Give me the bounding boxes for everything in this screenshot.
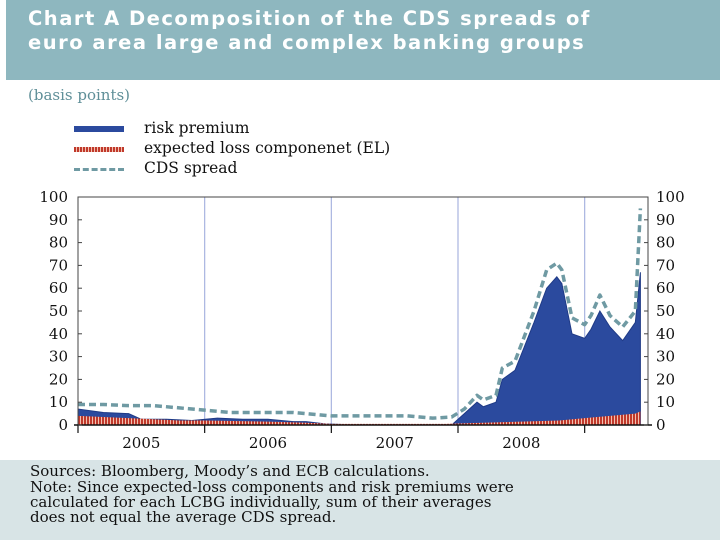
y-tick-label-right: 50 xyxy=(656,302,675,320)
y-tick-label-left: 0 xyxy=(58,416,68,434)
legend-swatch-risk-premium xyxy=(74,126,124,132)
y-tick-label-left: 60 xyxy=(49,279,68,297)
y-tick-label-right: 90 xyxy=(656,211,675,229)
y-tick-label-left: 50 xyxy=(49,302,68,320)
y-tick-label-left: 10 xyxy=(49,393,68,411)
y-tick-label-right: 20 xyxy=(656,370,675,388)
legend-item-cds-spread: CDS spread xyxy=(74,159,494,179)
legend-swatch-expected-loss xyxy=(74,147,124,152)
y-tick-label-right: 30 xyxy=(656,348,675,366)
y-tick-label-right: 70 xyxy=(656,256,675,274)
units-label: (basis points) xyxy=(28,86,131,104)
sources-note: Sources: Bloomberg, Moody’s and ECB calc… xyxy=(0,460,720,540)
y-tick-label-left: 80 xyxy=(49,234,68,252)
expected-loss-area xyxy=(78,411,641,425)
x-tick-label: 2008 xyxy=(502,434,540,452)
y-tick-label-right: 40 xyxy=(656,325,675,343)
chart-title-line-1: Chart A Decomposition of the CDS spreads… xyxy=(28,7,591,30)
note-line-1: Note: Since expected-loss components and… xyxy=(30,478,514,496)
legend-item-expected-loss: expected loss componenet (EL) xyxy=(74,139,494,159)
y-tick-label-right: 80 xyxy=(656,234,675,252)
y-tick-label-right: 100 xyxy=(656,188,685,206)
legend-swatch-cds-spread xyxy=(74,168,124,171)
title-band: Chart A Decomposition of the CDS spreads… xyxy=(6,0,720,80)
y-tick-label-left: 30 xyxy=(49,348,68,366)
y-tick-label-left: 40 xyxy=(49,325,68,343)
sources-line: Sources: Bloomberg, Moody’s and ECB calc… xyxy=(30,462,430,480)
y-tick-label-left: 20 xyxy=(49,370,68,388)
x-tick-label: 2005 xyxy=(122,434,160,452)
legend-label-cds-spread: CDS spread xyxy=(144,159,238,177)
y-tick-label-right: 10 xyxy=(656,393,675,411)
note-line-3: does not equal the average CDS spread. xyxy=(30,508,337,526)
chart-plot: 0 0 10 10 20 20 30 30 40 40 50 50 60 60 70 70 80 80 90 90 10… xyxy=(39,188,685,452)
cds-spread-line xyxy=(78,208,643,420)
y-tick-label-left: 90 xyxy=(49,211,68,229)
legend-label-risk-premium: risk premium xyxy=(144,119,250,137)
y-tick-label-right: 60 xyxy=(656,279,675,297)
legend: risk premium expected loss componenet (E… xyxy=(74,119,494,179)
y-tick-label-left: 70 xyxy=(49,256,68,274)
x-tick-label: 2007 xyxy=(376,434,414,452)
y-tick-label-left: 100 xyxy=(39,188,68,206)
note-line-2: calculated for each LCBG individually, s… xyxy=(30,493,492,511)
chart-title-line-2: euro area large and complex banking grou… xyxy=(28,31,586,54)
x-tick-label: 2006 xyxy=(249,434,287,452)
risk-premium-area xyxy=(77,272,641,426)
y-tick-label-right: 0 xyxy=(656,416,666,434)
legend-label-expected-loss: expected loss componenet (EL) xyxy=(144,139,391,157)
legend-item-risk-premium: risk premium xyxy=(74,119,494,139)
